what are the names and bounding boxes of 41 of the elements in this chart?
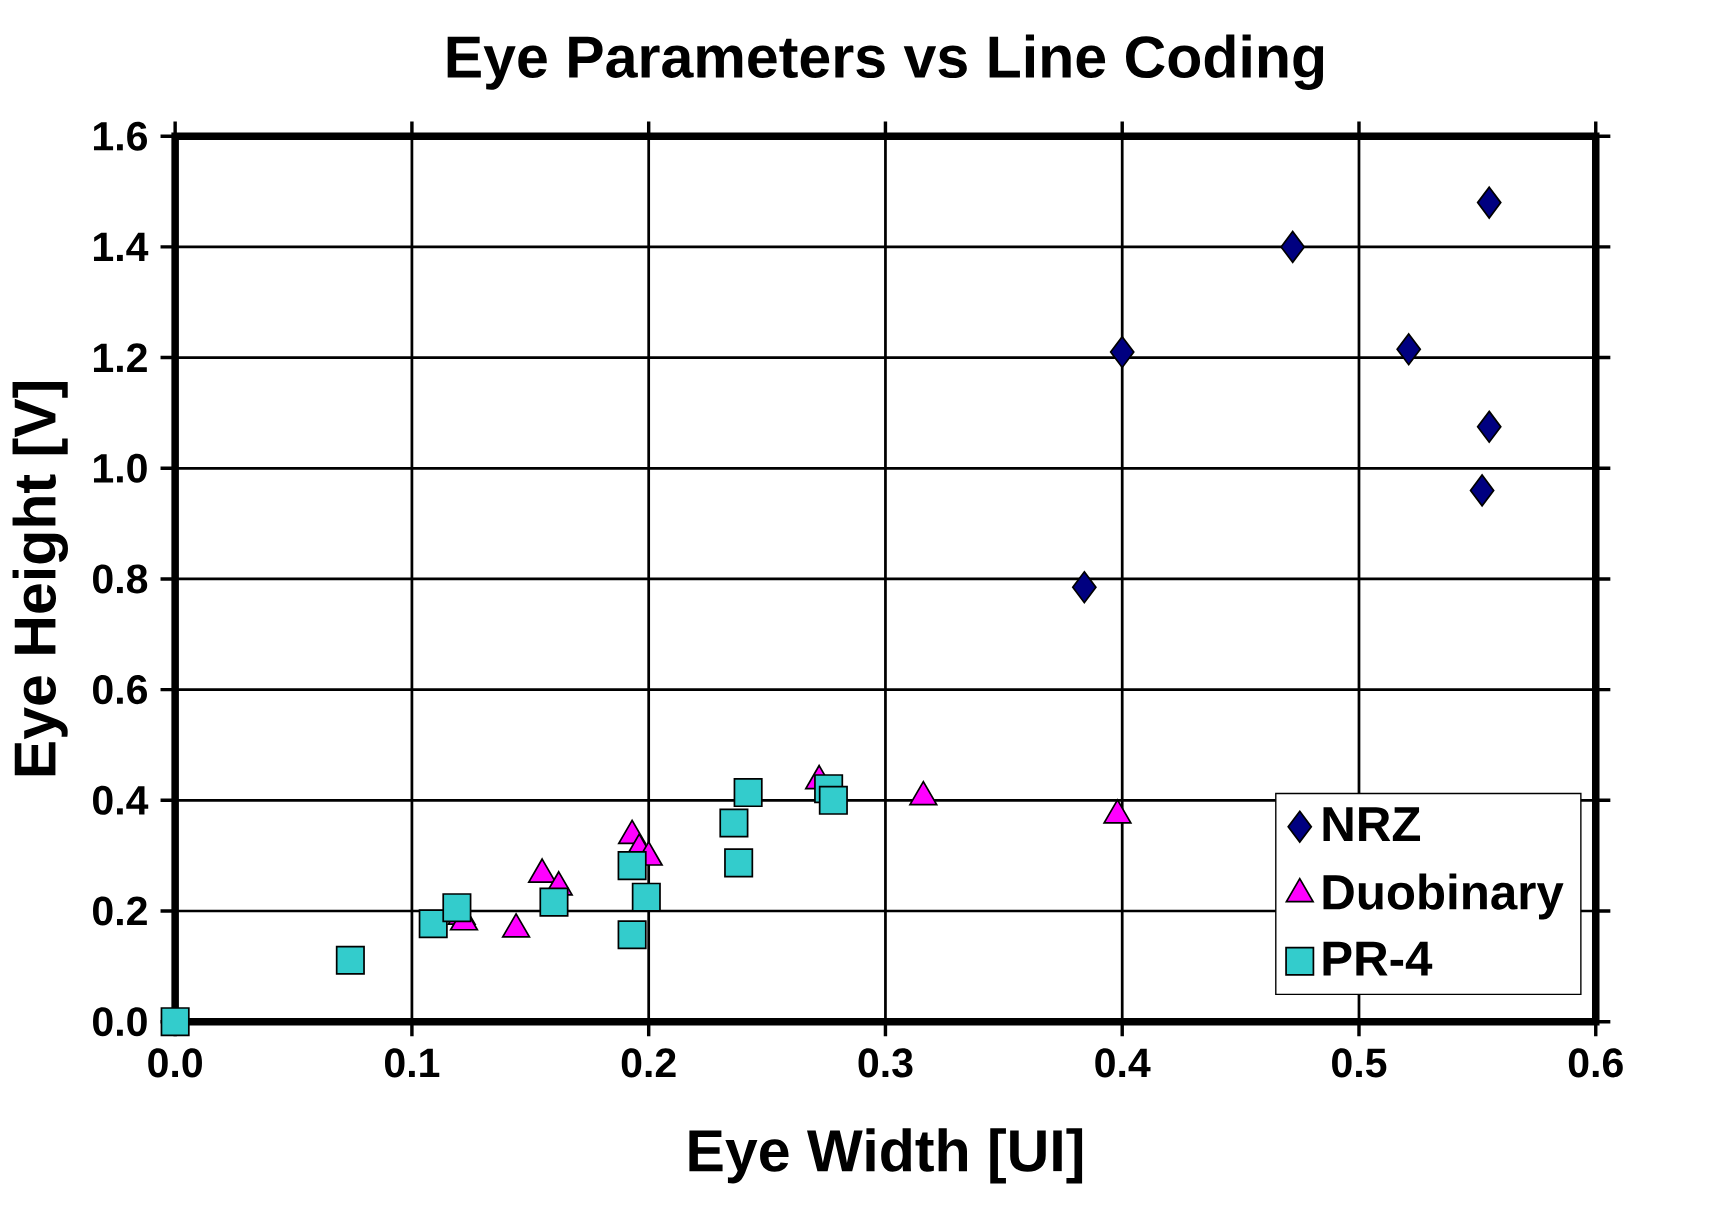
point xyxy=(539,887,569,917)
legend-label: PR-4 xyxy=(1323,941,1433,976)
y-tick-label: 1.2 xyxy=(93,343,147,372)
point xyxy=(1476,410,1502,443)
y-tick-label: 0.8 xyxy=(93,564,148,594)
point xyxy=(617,850,647,881)
x-tick-label: 0.6 xyxy=(1568,1048,1623,1078)
point xyxy=(631,882,661,912)
point xyxy=(719,808,749,838)
point xyxy=(724,848,754,878)
point xyxy=(1469,474,1495,507)
y-tick-label: 0.6 xyxy=(93,674,147,704)
point xyxy=(818,785,848,815)
point xyxy=(617,920,647,950)
point xyxy=(733,777,763,807)
y-tick-label: 1.6 xyxy=(93,121,147,151)
y-tick-label: 1.4 xyxy=(93,232,149,261)
y-tick-label: 0.4 xyxy=(93,785,149,815)
point xyxy=(1396,332,1422,366)
point xyxy=(418,909,448,939)
point xyxy=(1280,230,1306,264)
point xyxy=(1109,335,1135,369)
legend-label: Duobinary xyxy=(1323,873,1564,920)
x-tick-label: 0.0 xyxy=(148,1048,202,1078)
point xyxy=(1476,186,1502,219)
point xyxy=(1071,570,1097,604)
y-tick-label: 1.0 xyxy=(93,453,147,483)
x-tick-label: 0.5 xyxy=(1332,1048,1387,1078)
point xyxy=(335,945,365,975)
point xyxy=(442,893,472,923)
x-tick-label: 0.3 xyxy=(858,1048,913,1078)
chart-title: Eye Parameters vs Line Coding xyxy=(447,34,1324,90)
x-tick-label: 0.2 xyxy=(621,1048,676,1078)
legend-label: NRZ xyxy=(1323,807,1421,841)
y-tick-label: 0.2 xyxy=(93,896,147,926)
x-axis-title: Eye Width [UI] xyxy=(689,1128,1083,1184)
y-axis-title: Eye Height [V] xyxy=(12,381,68,776)
x-tick-label: 0.4 xyxy=(1095,1048,1151,1078)
x-tick-label: 0.1 xyxy=(385,1048,440,1078)
point xyxy=(160,1007,190,1037)
y-tick-label: 0.0 xyxy=(93,1007,147,1037)
